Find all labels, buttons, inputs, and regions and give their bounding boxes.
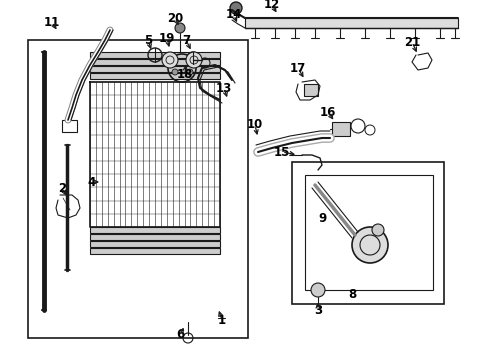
Bar bbox=[332, 122, 350, 136]
Circle shape bbox=[186, 52, 202, 68]
Text: 1: 1 bbox=[218, 314, 226, 327]
Circle shape bbox=[311, 283, 325, 297]
Bar bbox=[28, 40, 248, 338]
Bar bbox=[90, 241, 220, 247]
Circle shape bbox=[172, 69, 178, 75]
Text: 19: 19 bbox=[159, 31, 175, 45]
Bar bbox=[90, 234, 220, 240]
Text: 2: 2 bbox=[58, 181, 66, 194]
Text: 5: 5 bbox=[144, 33, 152, 46]
Text: 17: 17 bbox=[290, 62, 306, 75]
Bar bbox=[305, 175, 433, 290]
Text: 4: 4 bbox=[88, 175, 96, 189]
Bar bbox=[304, 84, 318, 96]
Bar bbox=[292, 162, 444, 304]
Bar bbox=[90, 66, 220, 72]
Text: 10: 10 bbox=[247, 118, 263, 131]
Bar bbox=[90, 59, 220, 65]
Bar bbox=[245, 18, 458, 28]
Bar bbox=[90, 73, 220, 79]
Text: 15: 15 bbox=[274, 145, 290, 158]
Circle shape bbox=[352, 227, 388, 263]
Text: 18: 18 bbox=[177, 68, 193, 81]
Bar bbox=[90, 52, 220, 58]
Bar bbox=[90, 248, 220, 254]
Text: 6: 6 bbox=[176, 328, 184, 342]
Text: 8: 8 bbox=[348, 288, 356, 302]
Text: 3: 3 bbox=[314, 303, 322, 316]
Text: 13: 13 bbox=[216, 81, 232, 94]
Circle shape bbox=[372, 224, 384, 236]
Bar bbox=[62, 120, 77, 132]
Circle shape bbox=[175, 23, 185, 33]
Text: 20: 20 bbox=[167, 12, 183, 24]
Circle shape bbox=[162, 52, 178, 68]
Bar bbox=[90, 227, 220, 233]
Circle shape bbox=[187, 69, 193, 75]
Circle shape bbox=[230, 2, 242, 14]
Text: 12: 12 bbox=[264, 0, 280, 12]
Text: 16: 16 bbox=[320, 105, 336, 118]
Text: 9: 9 bbox=[318, 211, 326, 225]
Text: 7: 7 bbox=[182, 33, 190, 46]
Text: 11: 11 bbox=[44, 15, 60, 28]
Text: 21: 21 bbox=[404, 36, 420, 49]
Text: 14: 14 bbox=[226, 9, 242, 22]
